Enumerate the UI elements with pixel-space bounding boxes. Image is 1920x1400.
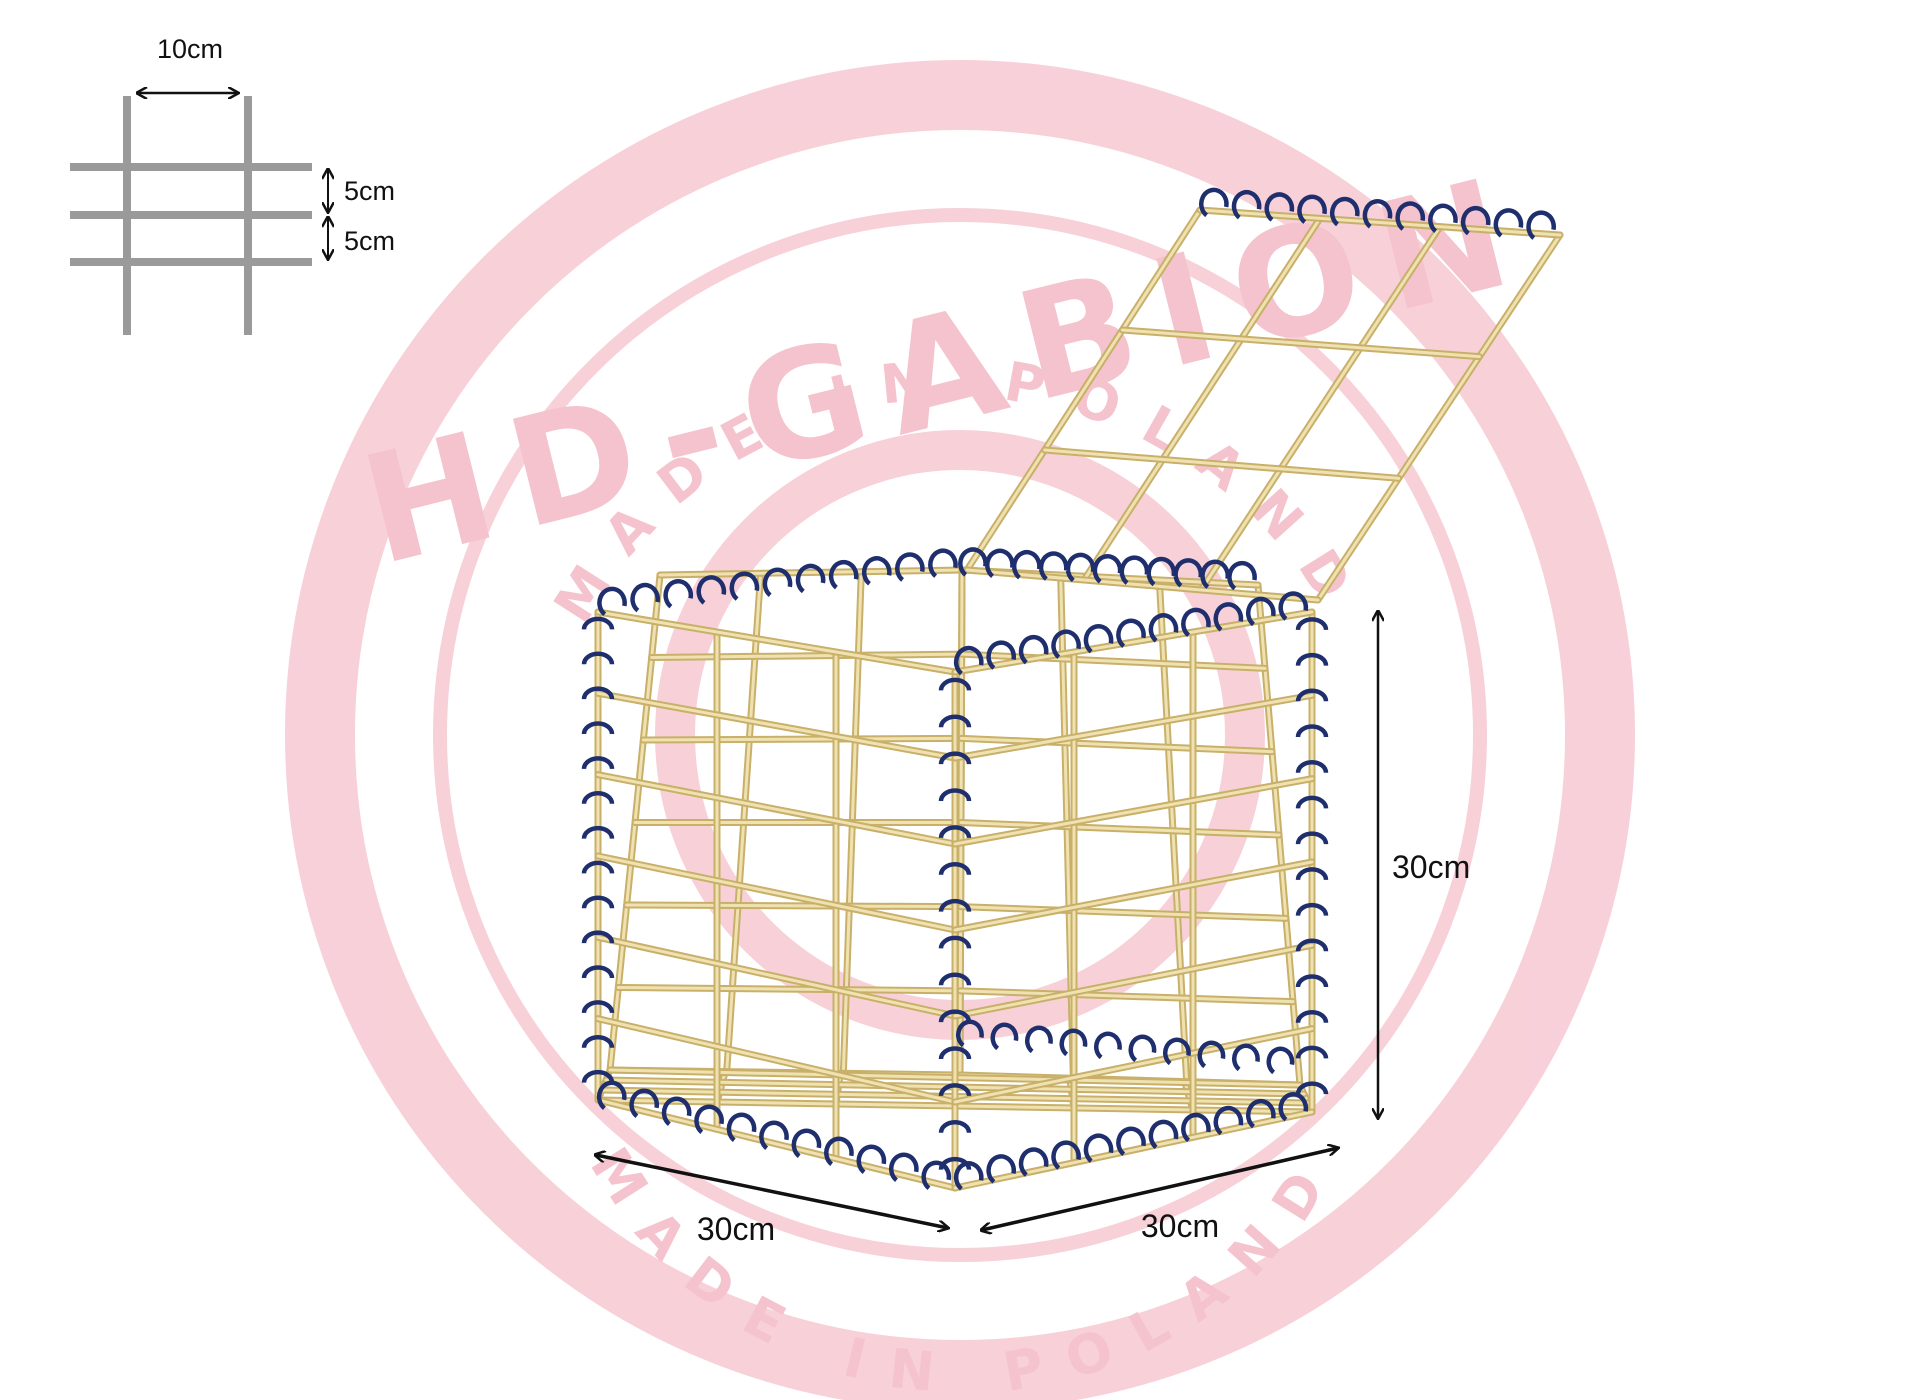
- spiral-lid-edge: [1199, 187, 1556, 240]
- cage-lid-vertical-highlight: [1316, 233, 1562, 602]
- spiral-top-left: [597, 548, 958, 617]
- cage-lid-vertical-highlight: [1199, 225, 1442, 592]
- cage-front-right-panel-horizontal-highlight: [953, 1027, 1314, 1104]
- dimension-annotations: 30cm 30cm 30cm: [596, 612, 1470, 1247]
- cage-front-left-panel-horizontal-highlight: [596, 691, 957, 760]
- cage-front-right-panel-horizontal-highlight: [953, 860, 1314, 932]
- cage-front-left-panel-horizontal-highlight: [596, 773, 957, 846]
- mesh-vertical-label-2: 5cm: [344, 226, 395, 256]
- cage-back-left-panel-horizontal-highlight: [641, 736, 963, 742]
- spiral-vertical-right: [1295, 617, 1329, 1095]
- mesh-horizontal-label: 10cm: [157, 34, 223, 64]
- cage-lid-horizontal-highlight: [965, 568, 1320, 602]
- width-right-label: 30cm: [1141, 1208, 1219, 1244]
- cage-back-right-panel-horizontal-highlight: [959, 905, 1288, 920]
- cage-lid-horizontal-highlight: [1043, 448, 1401, 480]
- cage-front-right-panel-horizontal-highlight: [953, 777, 1314, 846]
- watermark-inner-ring: [433, 208, 1487, 1262]
- cage-back-right-panel-horizontal-highlight: [958, 989, 1295, 1004]
- cage-front-left-panel-horizontal-highlight: [596, 610, 957, 674]
- cage-lid-horizontal-highlight: [1120, 328, 1481, 359]
- cage-back-right-panel-horizontal-highlight: [959, 736, 1274, 754]
- width-right-arrow: [982, 1148, 1338, 1230]
- cage-lid-vertical-highlight: [1082, 216, 1322, 582]
- cage-back-left-panel-horizontal-highlight: [616, 986, 962, 993]
- spiral-top-right: [958, 547, 1257, 591]
- cage-front-left-panel-horizontal-highlight: [596, 854, 957, 932]
- cage-back-left-panel-horizontal-highlight: [650, 652, 964, 659]
- cage-front-left-panel-horizontal-highlight: [596, 1017, 957, 1104]
- cage-lid-horizontal-highlight: [1198, 208, 1562, 237]
- cage-front-left-panel-horizontal-highlight: [596, 935, 957, 1018]
- spiral-vertical-left: [581, 616, 615, 1083]
- cage-back-left-panel-horizontal-highlight: [625, 903, 963, 909]
- gabion-cage: [581, 187, 1564, 1192]
- cage-front-right-panel-horizontal-highlight: [953, 1110, 1314, 1190]
- spiral-top-front: [953, 591, 1309, 676]
- mesh-legend-wires: [70, 96, 312, 335]
- cage-back-left-panel-horizontal-highlight: [658, 568, 964, 577]
- spiral-vertical-center: [938, 677, 972, 1170]
- mesh-vertical-label-1: 5cm: [344, 176, 395, 206]
- watermark-outer-ring: [285, 60, 1635, 1400]
- cage-lid-vertical-highlight: [965, 208, 1202, 572]
- height-label: 30cm: [1392, 849, 1470, 885]
- cage-back-right-panel-horizontal-highlight: [959, 821, 1281, 837]
- width-left-label: 30cm: [697, 1211, 775, 1247]
- width-left-arrow: [596, 1155, 948, 1228]
- mesh-legend: 10cm 5cm 5cm: [70, 34, 395, 335]
- cage-front-right-panel-horizontal-highlight: [953, 943, 1314, 1018]
- spiral-inner-bottom: [955, 1019, 1295, 1075]
- cage-front-right-panel-horizontal-highlight: [953, 693, 1314, 760]
